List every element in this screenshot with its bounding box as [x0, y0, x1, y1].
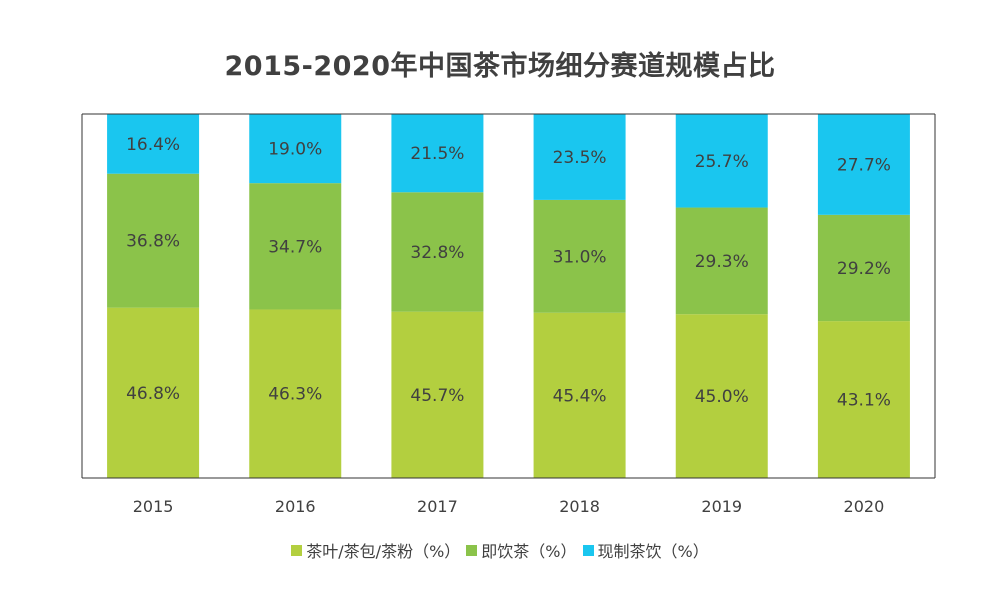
bar-segment-tea-leaf-2018: [533, 312, 626, 478]
x-tick-label-2018: 2018: [559, 497, 600, 516]
bar-segment-fresh-tea-2018: [533, 114, 626, 200]
bar-segment-tea-leaf-2017: [391, 311, 484, 478]
data-label-rtd-tea-2017: 32.8%: [410, 243, 464, 263]
data-label-fresh-tea-2019: 25.7%: [695, 152, 749, 172]
legend-item-tea-leaf: 茶叶/茶包/茶粉（%）: [291, 538, 460, 562]
data-label-fresh-tea-2017: 21.5%: [410, 144, 464, 164]
legend-label-tea-leaf: 茶叶/茶包/茶粉（%）: [306, 542, 461, 561]
data-label-fresh-tea-2018: 23.5%: [553, 148, 607, 168]
data-label-tea-leaf-2018: 45.4%: [553, 386, 607, 406]
data-label-rtd-tea-2015: 36.8%: [126, 232, 180, 252]
bar-segment-tea-leaf-2019: [675, 314, 768, 478]
legend-swatch-rtd-tea: [466, 544, 478, 556]
legend-swatch-tea-leaf: [291, 544, 303, 556]
data-label-fresh-tea-2016: 19.0%: [268, 140, 322, 160]
x-tick-label-2020: 2020: [844, 497, 885, 516]
legend-item-fresh-tea: 现制茶饮（%）: [582, 538, 709, 562]
bar-segment-rtd-tea-2020: [817, 214, 910, 322]
bar-segment-fresh-tea-2017: [391, 114, 484, 193]
chart-legend: 茶叶/茶包/茶粉（%） 即饮茶（%） 现制茶饮（%）: [0, 538, 1000, 562]
bar-segment-rtd-tea-2018: [533, 199, 626, 313]
bar-segment-tea-leaf-2015: [107, 307, 200, 478]
bar-segment-tea-leaf-2020: [817, 321, 910, 478]
bar-segment-fresh-tea-2020: [817, 114, 910, 215]
x-tick-label-2015: 2015: [133, 497, 174, 516]
data-label-fresh-tea-2020: 27.7%: [837, 155, 891, 175]
data-label-tea-leaf-2020: 43.1%: [837, 391, 891, 411]
data-label-rtd-tea-2018: 31.0%: [553, 247, 607, 267]
legend-swatch-fresh-tea: [582, 544, 594, 556]
chart-title: 2015-2020年中国茶市场细分赛道规模占比: [224, 51, 776, 82]
data-label-rtd-tea-2016: 34.7%: [268, 237, 322, 257]
x-tick-label-2017: 2017: [417, 497, 458, 516]
bar-segment-rtd-tea-2017: [391, 192, 484, 312]
bar-segment-fresh-tea-2015: [107, 114, 200, 174]
x-tick-label-2016: 2016: [275, 497, 316, 516]
data-label-fresh-tea-2015: 16.4%: [126, 135, 180, 155]
bar-segment-fresh-tea-2016: [249, 114, 342, 184]
legend-label-rtd-tea: 即饮茶（%）: [481, 542, 577, 561]
bar-segment-rtd-tea-2019: [675, 207, 768, 315]
data-label-rtd-tea-2019: 29.3%: [695, 252, 749, 272]
data-label-tea-leaf-2016: 46.3%: [268, 385, 322, 405]
legend-item-rtd-tea: 即饮茶（%）: [466, 538, 577, 562]
bar-segment-rtd-tea-2016: [249, 183, 342, 310]
data-label-rtd-tea-2020: 29.2%: [837, 259, 891, 279]
data-label-tea-leaf-2015: 46.8%: [126, 384, 180, 404]
data-label-tea-leaf-2017: 45.7%: [410, 386, 464, 406]
x-tick-label-2019: 2019: [701, 497, 742, 516]
legend-label-fresh-tea: 现制茶饮（%）: [597, 542, 709, 561]
bar-segment-fresh-tea-2019: [675, 114, 768, 208]
bar-segment-tea-leaf-2016: [249, 309, 342, 478]
data-label-tea-leaf-2019: 45.0%: [695, 387, 749, 407]
bar-segment-rtd-tea-2015: [107, 173, 200, 308]
